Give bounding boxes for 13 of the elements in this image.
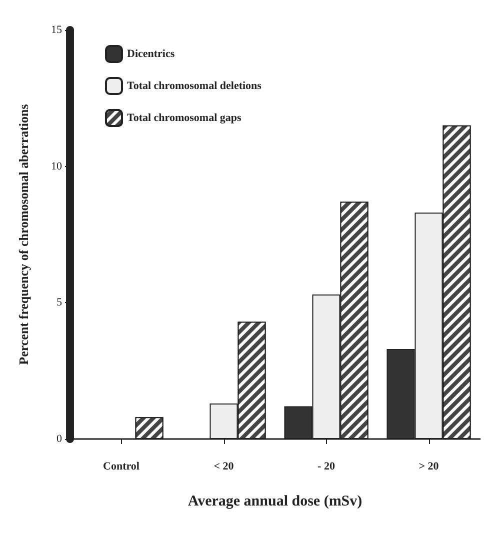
x-tick-label: > 20 (418, 460, 440, 472)
y-tick-label: 5 (56, 296, 62, 309)
legend-label: Total chromosomal gaps (127, 112, 242, 124)
legend-label: Total chromosomal deletions (127, 80, 262, 92)
x-tick-label: - 20 (318, 460, 336, 472)
y-axis-title: Percent frequency of chromosomal aberrations (16, 104, 31, 365)
y-tick-label: 10 (51, 160, 62, 172)
x-tick-label: Control (103, 460, 140, 472)
x-axis-title: Average annual dose (mSv) (188, 494, 362, 510)
y-tick-label: 0 (56, 433, 62, 445)
x-tick-label: < 20 (214, 460, 234, 472)
legend-label: Dicentrics (127, 48, 176, 60)
y-tick-label: 15 (51, 24, 62, 36)
